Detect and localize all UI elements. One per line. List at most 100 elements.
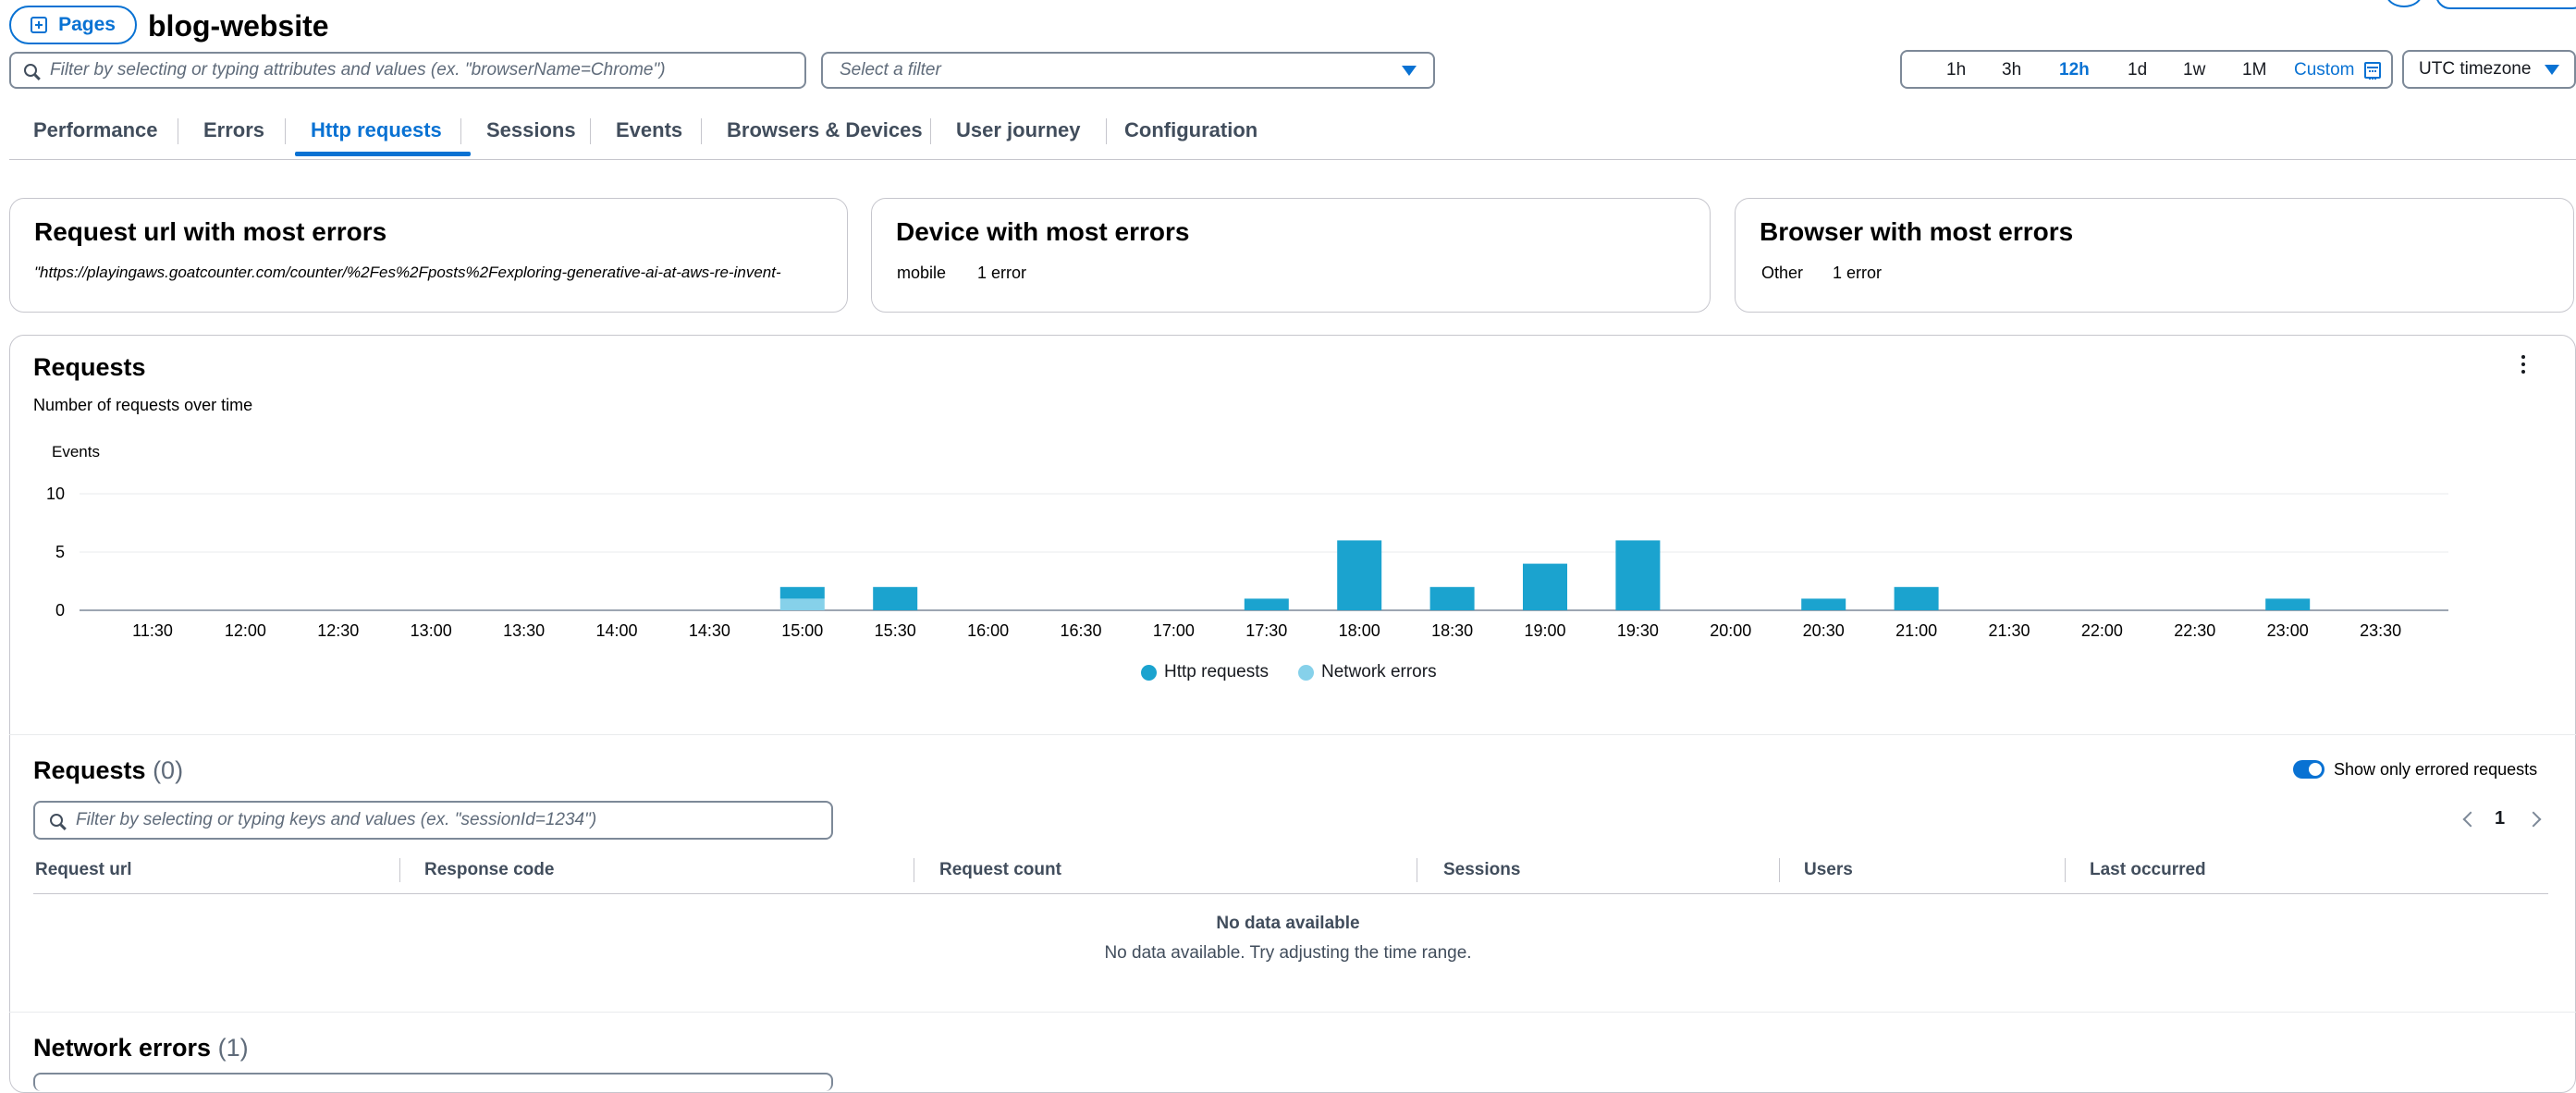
col-users[interactable]: Users xyxy=(1804,860,1853,879)
time-option-custom[interactable]: Custom xyxy=(2294,60,2355,80)
top-action-button[interactable] xyxy=(2435,0,2576,9)
page-number[interactable]: 1 xyxy=(2495,808,2506,829)
x-tick-label: 23:30 xyxy=(2360,621,2401,640)
time-option-3h[interactable]: 3h xyxy=(2002,60,2022,80)
time-option-1w[interactable]: 1w xyxy=(2183,60,2206,80)
legend-dot-http-requests xyxy=(1141,664,1157,681)
x-tick-label: 13:00 xyxy=(411,621,452,640)
x-tick-label: 13:30 xyxy=(503,621,545,640)
requests-bar-chart: Events 0 5 10 11:30 12:00 12:30 13:00 13:30 14:00… xyxy=(46,443,2448,640)
section-divider xyxy=(9,1012,2576,1013)
help-icon[interactable] xyxy=(2386,0,2423,7)
filter-select[interactable]: Select a filter xyxy=(821,52,1435,89)
errored-requests-toggle[interactable] xyxy=(2293,760,2325,779)
time-option-1d[interactable]: 1d xyxy=(2128,60,2148,80)
section-divider xyxy=(9,734,2576,735)
device-errors-card: Device with most errors mobile 1 error xyxy=(871,198,1711,313)
tab-configuration[interactable]: Configuration xyxy=(1124,118,1258,141)
device-name: mobile xyxy=(897,264,947,282)
tab-separator xyxy=(930,118,931,144)
table-header-line xyxy=(33,893,2548,894)
x-tick-label: 14:00 xyxy=(595,621,637,640)
time-option-12h[interactable]: 12h xyxy=(2059,60,2090,80)
requests-filter[interactable] xyxy=(33,801,833,840)
property-filter[interactable] xyxy=(9,52,806,89)
x-tick-label: 20:00 xyxy=(1710,621,1751,640)
errored-requests-toggle-label: Show only errored requests xyxy=(2334,760,2538,779)
legend-label-http-requests: Http requests xyxy=(1164,662,1269,682)
caret-down-icon xyxy=(2545,64,2559,75)
tab-browsers-devices[interactable]: Browsers & Devices xyxy=(727,118,923,141)
browser-card-title: Browser with most errors xyxy=(1760,217,2074,246)
column-separator xyxy=(1779,858,1780,882)
tab-events[interactable]: Events xyxy=(616,118,683,141)
filter-select-placeholder: Select a filter xyxy=(840,60,941,80)
requests-table-title-text: Requests xyxy=(33,756,146,784)
x-tick-label: 17:00 xyxy=(1153,621,1195,640)
pages-button-label: Pages xyxy=(58,14,116,35)
time-range-selector[interactable]: 1h 3h 12h 1d 1w 1M Custom xyxy=(1900,50,2393,89)
requests-chart-title: Requests xyxy=(33,353,146,381)
col-request-count[interactable]: Request count xyxy=(939,860,1061,879)
x-tick-label: 21:30 xyxy=(1988,621,2030,640)
network-errors-title: Network errors (1) xyxy=(33,1034,249,1062)
x-tick-label: 18:00 xyxy=(1339,621,1380,640)
col-sessions[interactable]: Sessions xyxy=(1443,860,1521,879)
x-tick-label: 15:30 xyxy=(875,621,916,640)
col-response-code[interactable]: Response code xyxy=(424,860,555,879)
bar-http-requests xyxy=(1337,540,1382,610)
requests-table-title: Requests (0) xyxy=(33,756,183,785)
tab-bar: Performance Errors Http requests Session… xyxy=(9,111,2576,160)
tab-separator xyxy=(1106,118,1107,144)
tab-separator xyxy=(460,118,461,144)
more-options-icon[interactable] xyxy=(2521,355,2527,377)
legend-http-requests[interactable]: Http requests xyxy=(1141,662,1269,682)
device-error-count: 1 error xyxy=(977,264,1027,282)
tab-performance[interactable]: Performance xyxy=(33,118,158,141)
bar-http-requests xyxy=(1429,586,1475,610)
x-tick-label: 14:30 xyxy=(689,621,730,640)
requests-filter-input[interactable] xyxy=(74,809,831,831)
network-errors-title-text: Network errors xyxy=(33,1034,212,1062)
bar-http-requests xyxy=(779,586,825,599)
x-tick-label: 19:00 xyxy=(1524,621,1565,640)
time-option-1h[interactable]: 1h xyxy=(1946,60,1967,80)
x-tick-label: 22:30 xyxy=(2174,621,2215,640)
tab-sessions[interactable]: Sessions xyxy=(486,118,576,141)
browser-name: Other xyxy=(1761,264,1804,282)
active-tab-indicator xyxy=(295,152,471,156)
property-filter-input[interactable] xyxy=(48,59,804,81)
calendar-icon[interactable] xyxy=(2364,62,2381,80)
x-tick-label: 23:00 xyxy=(2267,621,2309,640)
timezone-select[interactable]: UTC timezone xyxy=(2402,50,2576,89)
add-square-icon xyxy=(31,17,48,33)
legend-label-network-errors: Network errors xyxy=(1321,662,1437,682)
tab-errors[interactable]: Errors xyxy=(203,118,265,141)
col-last-occurred[interactable]: Last occurred xyxy=(2090,860,2206,879)
tab-http-requests[interactable]: Http requests xyxy=(311,118,442,141)
x-tick-label: 22:00 xyxy=(2081,621,2123,640)
legend-network-errors[interactable]: Network errors xyxy=(1298,662,1437,682)
x-tick-label: 16:00 xyxy=(967,621,1009,640)
col-request-url[interactable]: Request url xyxy=(35,860,132,879)
bar-http-requests xyxy=(1615,540,1661,610)
caret-down-icon xyxy=(1402,65,1417,76)
x-tick-label: 17:30 xyxy=(1245,621,1287,640)
browser-errors-card: Browser with most errors Other 1 error xyxy=(1735,198,2574,313)
bar-network-errors xyxy=(779,598,825,610)
tab-user-journey[interactable]: User journey xyxy=(956,118,1081,141)
bar-http-requests xyxy=(2265,598,2311,610)
column-separator xyxy=(2065,858,2066,882)
x-tick-label: 12:30 xyxy=(317,621,359,640)
search-icon xyxy=(24,64,37,77)
bar-http-requests xyxy=(1894,586,1939,610)
x-tick-label: 19:30 xyxy=(1617,621,1659,640)
app-title: blog-website xyxy=(148,9,329,43)
y-axis-label: Events xyxy=(52,443,100,461)
url-errors-card: Request url with most errors "https://pl… xyxy=(9,198,848,313)
time-option-1M[interactable]: 1M xyxy=(2242,60,2267,80)
bar-http-requests xyxy=(873,586,918,610)
network-errors-filter[interactable] xyxy=(33,1073,833,1091)
empty-state-text: No data available. Try adjusting the tim… xyxy=(1104,943,1472,963)
pages-button[interactable]: Pages xyxy=(9,6,137,44)
